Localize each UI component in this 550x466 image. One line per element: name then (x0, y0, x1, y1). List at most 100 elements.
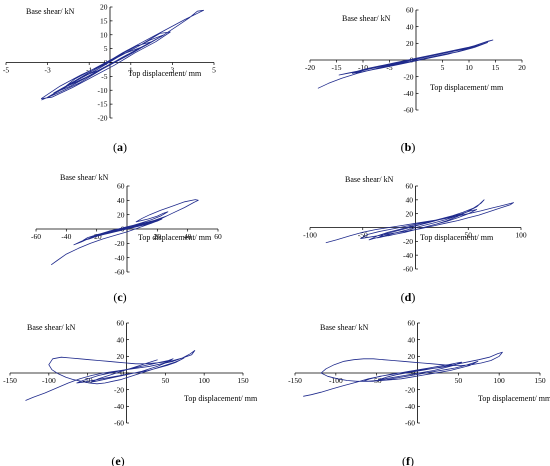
x-tick-label: 50 (455, 376, 463, 385)
y-tick-label: 40 (408, 335, 416, 344)
panel-label: (c) (113, 290, 126, 304)
y-axis-label: Base shear/ kN (342, 14, 391, 23)
y-tick-label: -40 (114, 402, 124, 411)
y-tick-label: -40 (403, 251, 413, 260)
x-tick-label: 60 (214, 232, 222, 241)
y-tick-label: -60 (404, 106, 414, 115)
y-tick-label: 20 (117, 352, 125, 361)
panel-f: -150 -100 -50 50 100 150-60-40-200204060Base … (288, 319, 550, 466)
x-axis-label: Top displacement/ mm (128, 69, 202, 78)
x-tick-label: -20 (305, 63, 315, 72)
x-tick-label: -3 (44, 66, 50, 75)
y-axis-label: Base shear/ kN (320, 323, 369, 332)
y-tick-label: -20 (405, 385, 415, 394)
y-tick-label: 20 (100, 3, 108, 12)
y-tick-label: 5 (104, 44, 108, 53)
y-tick-label: -5 (101, 72, 107, 81)
hysteresis-curve (41, 9, 205, 101)
y-tick-label: -20 (114, 385, 124, 394)
x-tick-label: 100 (199, 376, 211, 385)
x-tick-label: 40 (184, 232, 192, 241)
y-axis-label: Base shear/ kN (27, 323, 76, 332)
x-axis-label: Top displacement/ mm (430, 83, 504, 92)
x-tick-label: -5 (386, 63, 392, 72)
x-tick-label: 5 (441, 63, 445, 72)
x-tick-label: 20 (154, 232, 162, 241)
y-tick-label: -20 (403, 237, 413, 246)
panel-d: -100 -50 50 100 -60 -40 -20 0 20 40 60 Base shear/ … (303, 175, 527, 304)
x-axis-label: Top displacement/ mm (478, 394, 550, 403)
y-tick-label: -40 (115, 253, 125, 262)
x-tick-label: -10 (358, 63, 368, 72)
x-tick-label: 3 (171, 66, 175, 75)
y-tick-label: 40 (117, 335, 125, 344)
x-tick-label: 1 (129, 66, 133, 75)
x-tick-label: -15 (332, 63, 342, 72)
x-tick-label: 50 (162, 376, 170, 385)
y-tick-label: 20 (117, 210, 125, 219)
x-tick-label: 150 (237, 376, 249, 385)
y-tick-label: -20 (115, 239, 125, 248)
panel-label: (b) (401, 140, 416, 154)
y-tick-label: 15 (100, 16, 108, 25)
y-tick-label: -60 (115, 268, 125, 277)
y-tick-label: 20 (406, 39, 414, 48)
y-tick-label: 60 (406, 182, 414, 191)
x-tick-label: 20 (518, 63, 526, 72)
y-tick-label: 0 (120, 369, 124, 378)
x-tick-label: 15 (492, 63, 500, 72)
y-tick-label: -20 (404, 72, 414, 81)
x-tick-label: -50 (83, 376, 93, 385)
panel-label: (a) (113, 140, 127, 154)
y-tick-label: 0 (409, 223, 413, 232)
y-tick-label: 40 (406, 22, 414, 31)
y-tick-label: 10 (100, 30, 108, 39)
hysteresis-curve (25, 350, 196, 401)
x-tick-label: 5 (212, 66, 216, 75)
x-tick-label: -40 (61, 232, 71, 241)
y-tick-label: 60 (406, 6, 414, 15)
x-tick-label: 50 (465, 231, 473, 240)
x-tick-label: 150 (534, 376, 546, 385)
x-tick-label: -100 (303, 231, 317, 240)
x-tick-label: -150 (3, 376, 17, 385)
x-tick-label: 10 (465, 63, 473, 72)
x-axis-label: Top displacement/ mm (138, 233, 212, 242)
x-tick-label: -60 (31, 232, 41, 241)
y-axis-label: Base shear/ kN (345, 175, 394, 184)
x-tick-label: 100 (515, 231, 527, 240)
x-axis-label: Top displacement/ mm (420, 233, 494, 242)
x-tick-label: -150 (288, 376, 302, 385)
y-tick-label: 60 (117, 182, 125, 191)
x-tick-label: 100 (494, 376, 506, 385)
hysteresis-curve (50, 199, 199, 266)
hysteresis-curve (303, 351, 503, 397)
panel-label: (e) (111, 454, 124, 466)
y-tick-label: 20 (406, 209, 414, 218)
y-tick-label: 20 (408, 352, 416, 361)
y-tick-label: 40 (406, 195, 414, 204)
panel-label: (d) (401, 290, 416, 304)
y-tick-label: -60 (405, 419, 415, 428)
x-tick-label: -1 (86, 66, 92, 75)
x-tick-label: -100 (329, 376, 343, 385)
y-tick-label: -40 (405, 402, 415, 411)
y-tick-label: -15 (98, 100, 108, 109)
y-tick-label: -20 (98, 114, 108, 123)
y-tick-label: 60 (117, 319, 125, 328)
y-tick-label: 40 (117, 196, 125, 205)
hysteresis-curve (325, 199, 514, 244)
y-tick-label: -10 (98, 86, 108, 95)
y-tick-label: -60 (403, 265, 413, 274)
panel-e: -150 -100 -50 50 100 150 -60 -40 -20 0 20 40 60 Base … (3, 319, 258, 466)
x-tick-label: -100 (42, 376, 56, 385)
y-tick-label: -40 (404, 89, 414, 98)
x-tick-label: -5 (3, 66, 9, 75)
y-axis-label: Base shear/ kN (26, 7, 75, 16)
x-axis-label: Top displacement/ mm (184, 394, 258, 403)
hysteresis-curve (317, 39, 494, 89)
